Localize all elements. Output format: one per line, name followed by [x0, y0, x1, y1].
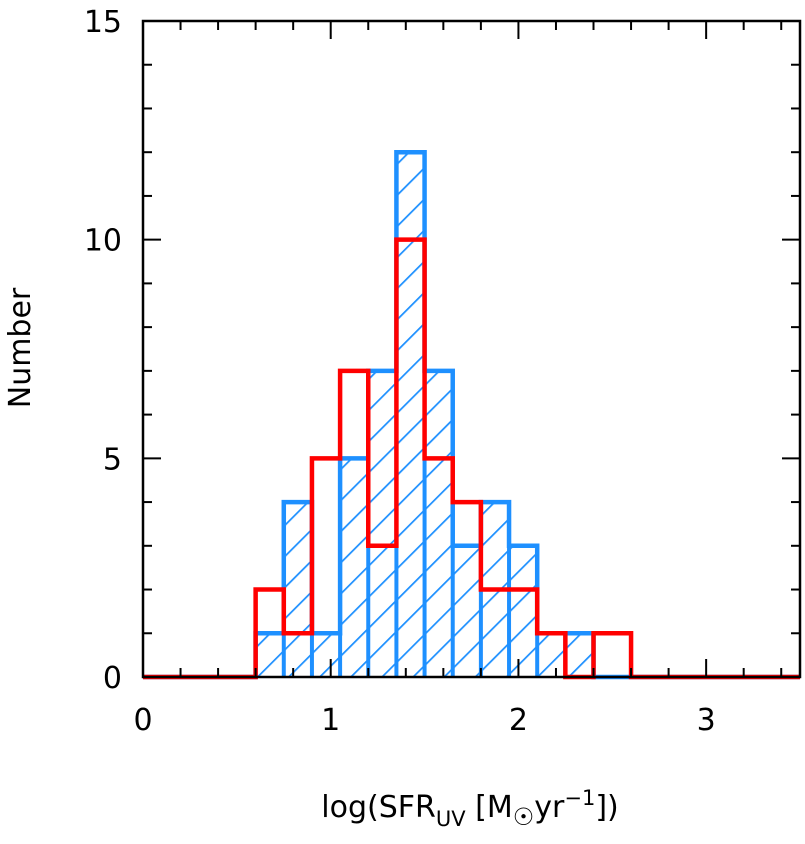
x-axis-title-unit-mid: yr [534, 790, 565, 825]
blue-hatched-bar [311, 633, 341, 677]
x-axis-title-main: log(SFR [321, 790, 436, 825]
blue-hatched-bar [565, 633, 594, 677]
labels-layer: 0 1 2 3 0 5 10 15 [84, 5, 716, 738]
y-tick-label: 0 [103, 661, 122, 696]
x-axis-title-close: ]) [595, 790, 618, 825]
y-tick-label: 15 [84, 5, 122, 40]
y-axis-title: Number [3, 287, 38, 408]
blue-hatched-bar [283, 502, 312, 677]
blue-hatched-bar [452, 545, 481, 677]
x-tick-label: 0 [133, 703, 152, 738]
x-axis-title-unit-open: [M [466, 790, 513, 825]
blue-hatched-bar [368, 370, 397, 677]
y-tick-label: 10 [84, 224, 122, 259]
axes-layer [141, 19, 802, 679]
x-axis-title-sub: UV [436, 807, 466, 831]
y-tick-label: 5 [103, 442, 122, 477]
plot-frame [141, 19, 802, 679]
blue-hatched-bar [424, 370, 453, 677]
x-tick-label: 3 [697, 703, 716, 738]
axis-titles: Number log(SFRUV [M☉yr−1]) [3, 287, 619, 831]
red-series-outline [143, 237, 800, 680]
x-tick-label: 2 [509, 703, 528, 738]
bars-layer [143, 149, 800, 680]
x-axis-title-sup: −1 [564, 786, 595, 810]
blue-hatched-bar [537, 633, 566, 677]
blue-hatched-bar [255, 633, 284, 677]
x-axis-title: log(SFRUV [M☉yr−1]) [321, 786, 618, 831]
x-tick-label: 1 [321, 703, 340, 738]
sun-symbol-icon: ☉ [513, 803, 535, 831]
blue-hatched-bar [340, 458, 369, 677]
blue-hatched-bar [396, 152, 425, 677]
blue-hatched-bar [509, 545, 538, 677]
